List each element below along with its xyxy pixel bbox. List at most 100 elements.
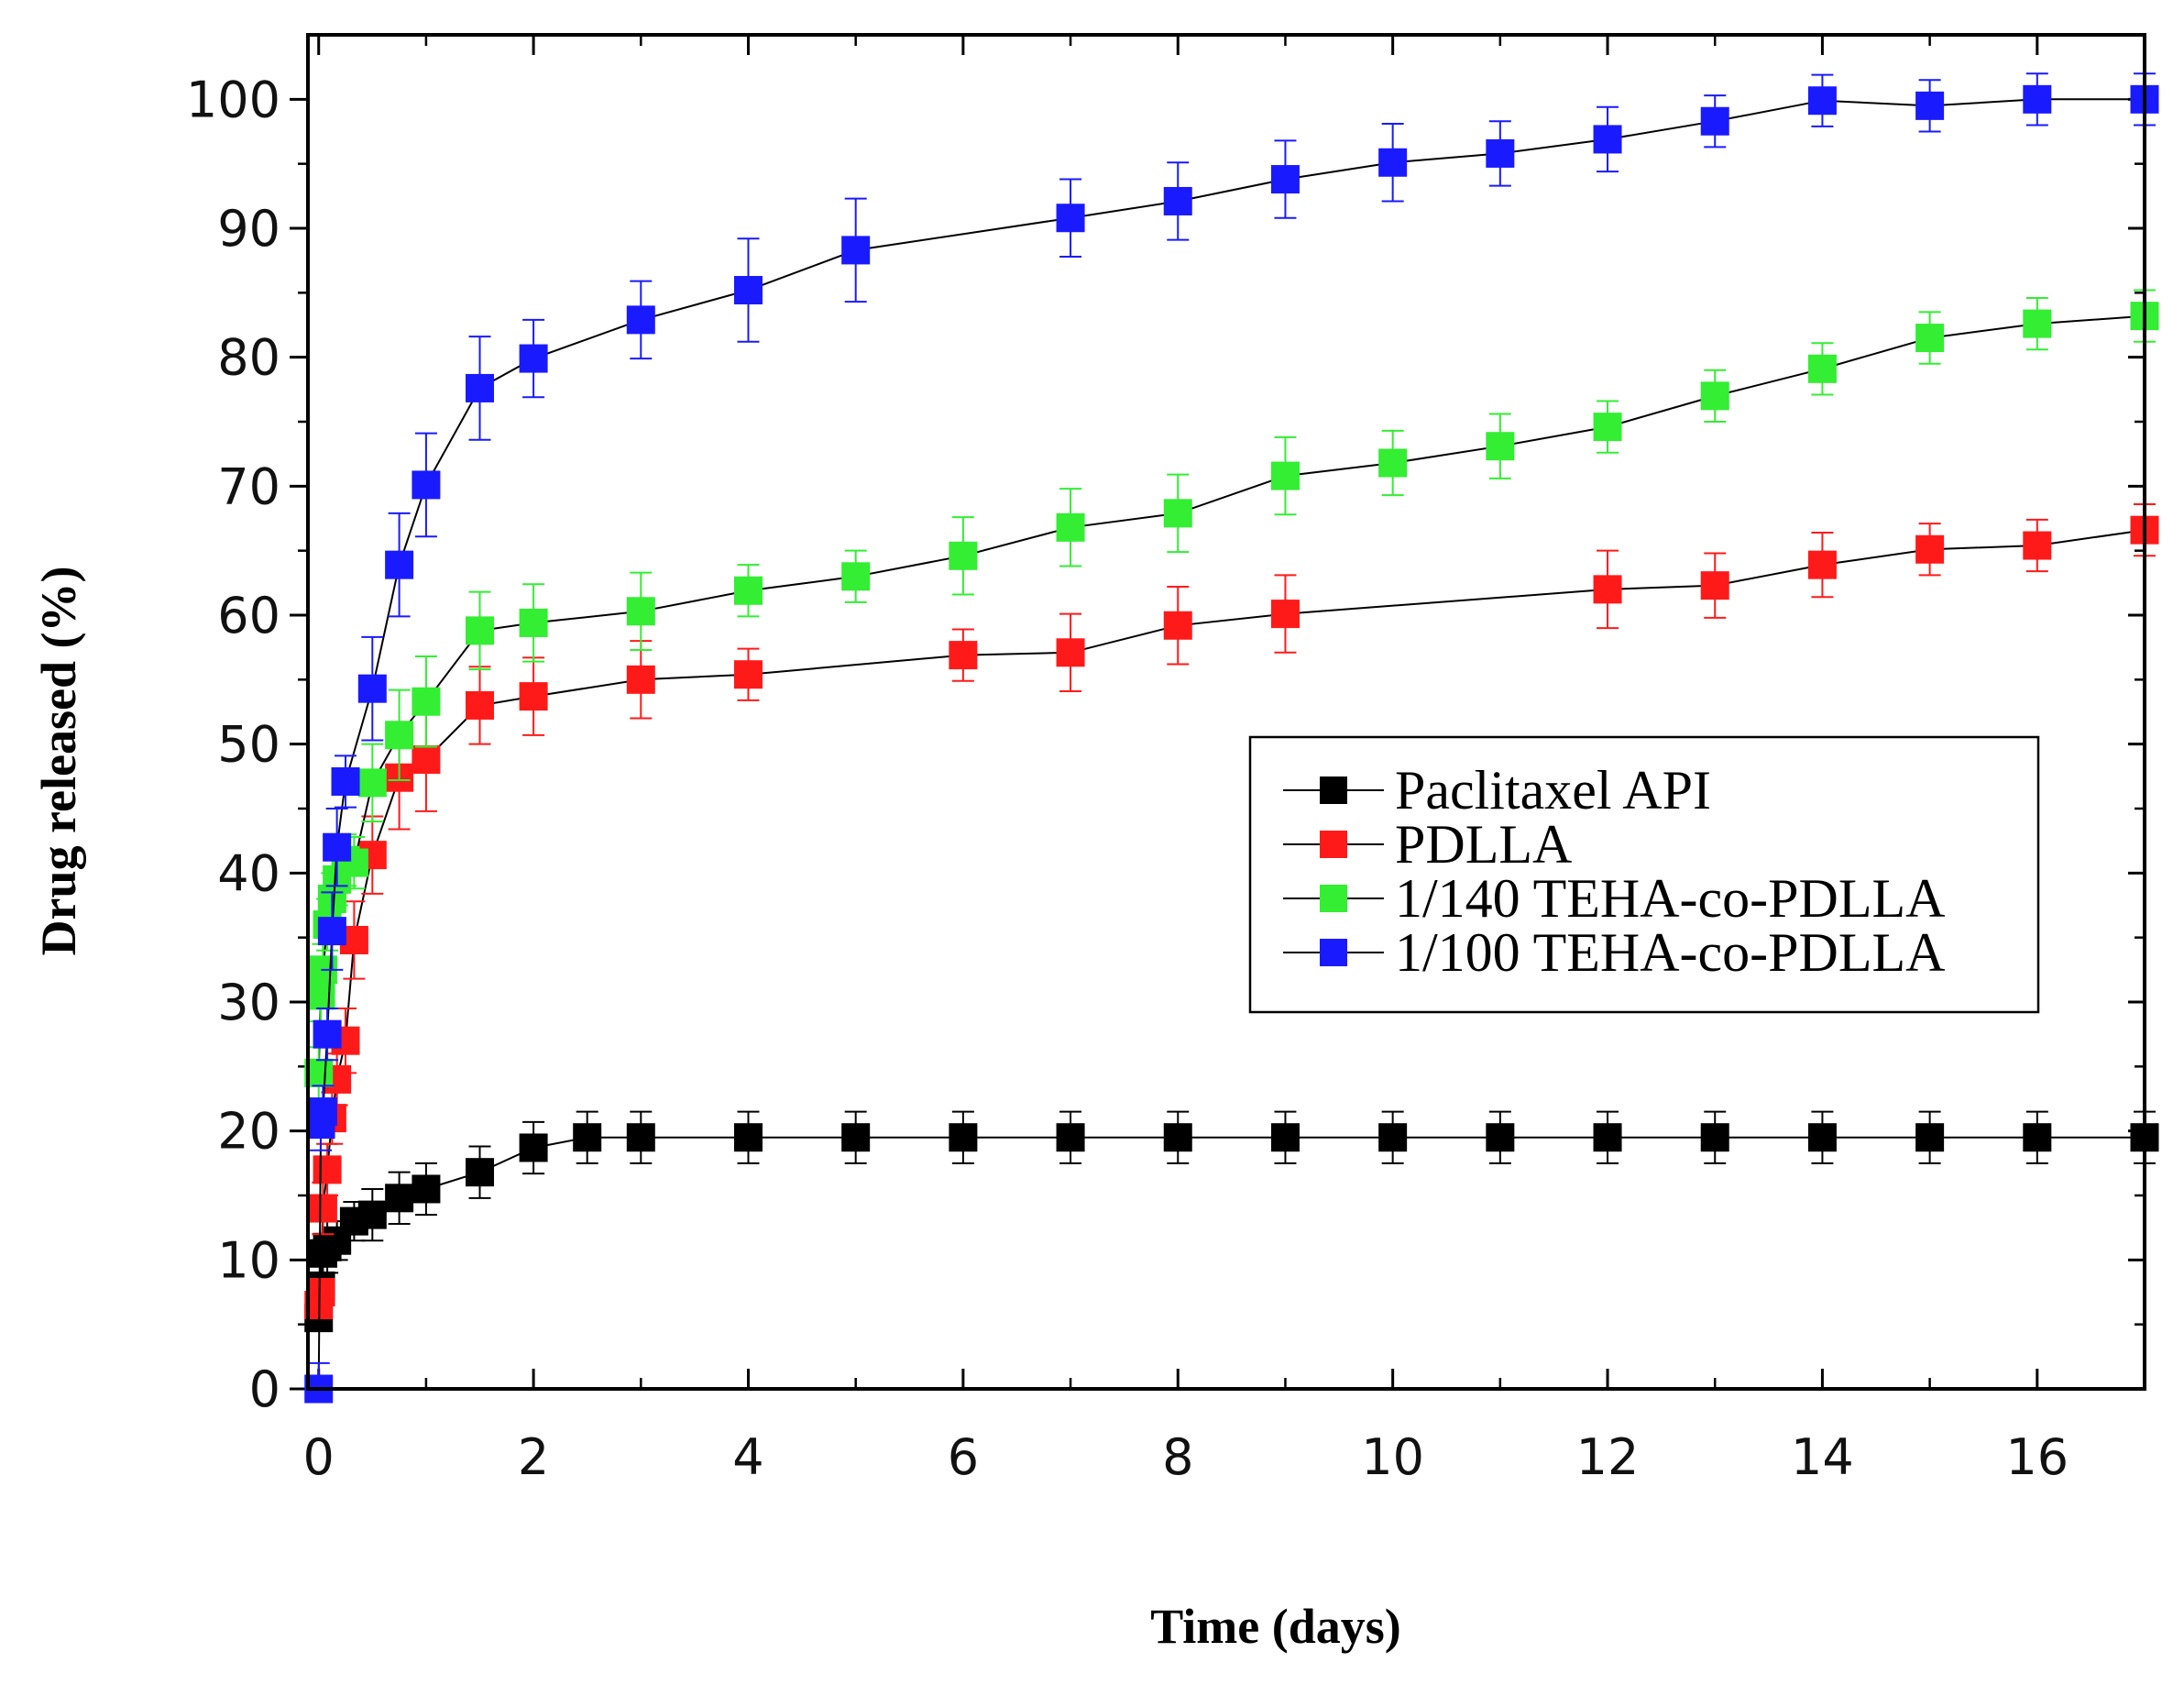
data-point — [2023, 531, 2052, 560]
data-point — [2023, 1123, 2052, 1152]
data-point — [306, 1278, 335, 1306]
x-tick-label: 6 — [948, 1428, 979, 1486]
data-point — [1378, 448, 1408, 478]
data-point — [357, 674, 387, 703]
legend-marker — [1320, 885, 1347, 912]
legend-marker — [1320, 939, 1347, 966]
y-tick-label: 50 — [217, 716, 280, 774]
legend-box — [1248, 735, 2040, 1014]
data-point — [519, 344, 548, 373]
data-point — [1807, 86, 1837, 116]
data-point — [626, 305, 655, 335]
data-point — [385, 721, 414, 750]
data-point — [385, 1184, 414, 1213]
data-point — [1593, 125, 1622, 154]
y-tick-label: 60 — [217, 587, 280, 644]
series-3 — [304, 72, 2159, 1404]
data-point — [1700, 106, 1729, 136]
legend-label: 1/100 TEHA-co-PDLLA — [1395, 922, 1945, 983]
data-point — [1593, 1123, 1622, 1152]
data-point — [2023, 84, 2052, 114]
data-point — [1056, 1123, 1085, 1152]
data-point — [1270, 600, 1300, 629]
y-tick-label: 0 — [249, 1360, 280, 1418]
y-tick-label: 20 — [217, 1103, 280, 1161]
data-point — [733, 1123, 763, 1152]
x-tick-label: 16 — [2005, 1428, 2069, 1486]
data-point — [317, 917, 346, 946]
data-point — [466, 690, 495, 720]
data-point — [466, 373, 495, 402]
x-tick-label: 0 — [303, 1428, 335, 1486]
data-point — [308, 1097, 337, 1127]
y-tick-label: 40 — [217, 844, 280, 902]
y-tick-label: 90 — [217, 200, 280, 258]
data-point — [357, 1200, 387, 1229]
data-point — [733, 660, 763, 689]
data-point — [1270, 1123, 1300, 1152]
data-point — [1056, 204, 1085, 233]
data-point — [519, 608, 548, 637]
data-point — [1593, 575, 1622, 604]
series-group — [304, 72, 2159, 1404]
data-point — [466, 1158, 495, 1187]
data-point — [1163, 499, 1192, 528]
data-point — [1915, 1123, 1945, 1152]
data-point — [626, 1123, 655, 1152]
legend-label: 1/140 TEHA-co-PDLLA — [1395, 868, 1945, 929]
y-tick-label: 10 — [217, 1231, 280, 1289]
data-point — [841, 1123, 871, 1152]
y-tick-label: 100 — [186, 71, 280, 128]
data-point — [385, 550, 414, 579]
y-tick-label: 30 — [217, 974, 280, 1031]
data-point — [1486, 1123, 1515, 1152]
x-tick-label: 10 — [1361, 1428, 1424, 1486]
legend-label: Paclitaxel API — [1395, 760, 1711, 820]
data-point — [519, 1133, 548, 1162]
legend-marker — [1320, 776, 1347, 804]
data-point — [1163, 186, 1192, 215]
data-point — [949, 541, 978, 570]
data-point — [412, 745, 441, 775]
data-point — [1807, 1123, 1837, 1152]
data-point — [313, 1155, 342, 1184]
data-point — [1270, 165, 1300, 194]
x-axis-title: Time (days) — [1150, 1599, 1401, 1654]
data-point — [1807, 354, 1837, 383]
data-point — [573, 1123, 602, 1152]
y-tick-label: 80 — [217, 329, 280, 387]
plot-frame — [306, 33, 2146, 1391]
data-point — [466, 616, 495, 645]
legend-marker — [1320, 831, 1347, 858]
data-point — [1163, 1123, 1192, 1152]
data-point — [357, 768, 387, 798]
data-point — [626, 665, 655, 694]
x-tick-label: 4 — [732, 1428, 763, 1486]
data-point — [412, 470, 441, 500]
x-tick-label: 12 — [1576, 1428, 1640, 1486]
tick-labels: 0 2 4 6 8 10 12 14 16 0 10 20 30 40 50 60 70 80 90 100 — [186, 71, 2069, 1486]
data-point — [1807, 550, 1837, 579]
data-point — [733, 576, 763, 605]
y-tick-label: 70 — [217, 457, 280, 515]
data-point — [733, 276, 763, 305]
data-point — [313, 1019, 342, 1049]
x-tick-label: 8 — [1162, 1428, 1193, 1486]
y-axis-title: Drug released (%) — [31, 567, 86, 956]
data-point — [1915, 534, 1945, 564]
data-point — [1378, 1123, 1408, 1152]
data-point — [1378, 148, 1408, 177]
data-point — [2023, 309, 2052, 338]
data-point — [841, 236, 871, 265]
data-point — [1700, 1123, 1729, 1152]
data-point — [1270, 461, 1300, 490]
x-tick-label: 2 — [518, 1428, 549, 1486]
data-point — [1486, 138, 1515, 168]
data-point — [1700, 381, 1729, 411]
data-point — [412, 687, 441, 716]
legend-label: PDLLA — [1395, 814, 1572, 875]
data-point — [1056, 638, 1085, 667]
